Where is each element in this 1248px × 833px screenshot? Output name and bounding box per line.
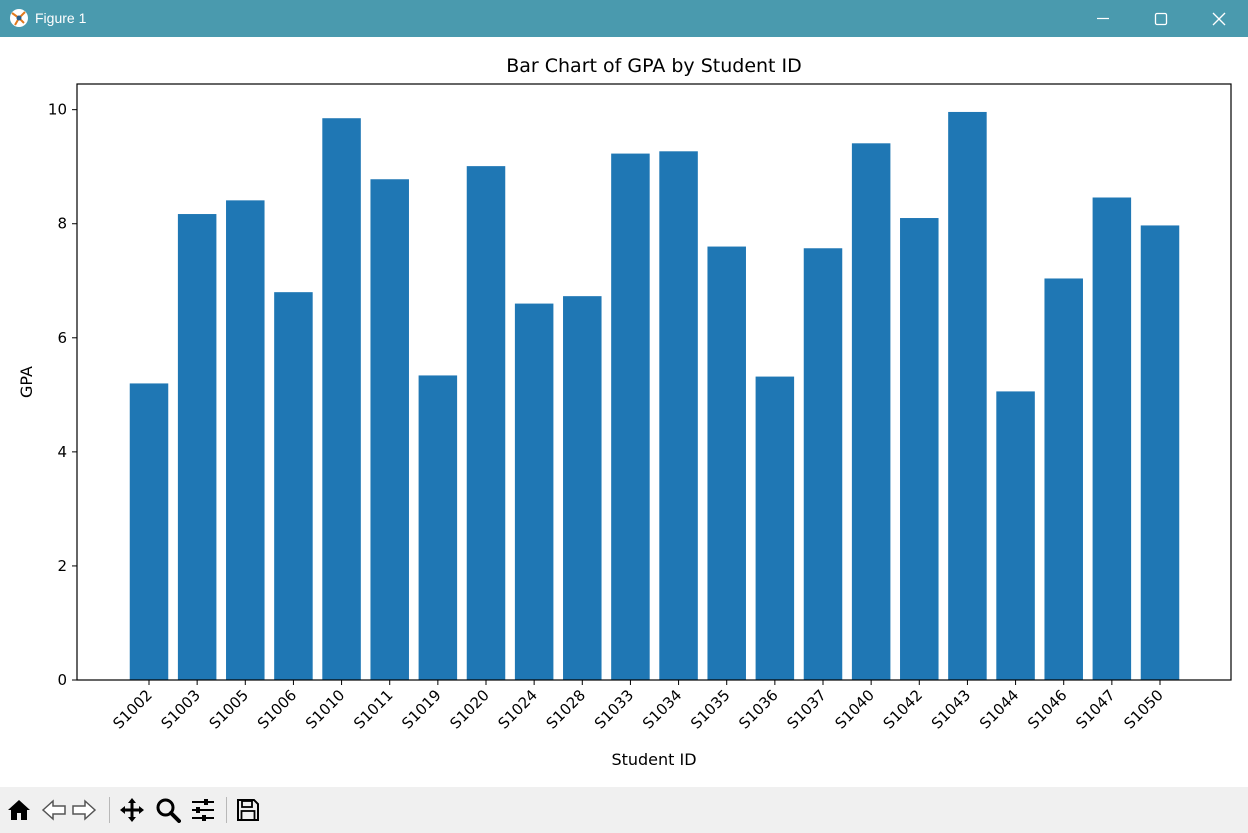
x-tick-label: S1002 xyxy=(109,686,155,732)
bar-S1047 xyxy=(1092,197,1132,680)
bar-S1040 xyxy=(851,143,891,680)
back-arrow-icon xyxy=(41,799,66,821)
x-tick-label: S1044 xyxy=(976,686,1022,732)
toolbar-separator xyxy=(109,797,110,823)
x-tick-label: S1047 xyxy=(1072,686,1118,732)
bar-S1043 xyxy=(948,111,987,680)
navigation-toolbar xyxy=(0,787,1248,833)
x-axis-label: Student ID xyxy=(611,750,696,769)
x-tick-label: S1042 xyxy=(880,686,926,732)
zoom-button[interactable] xyxy=(152,795,184,825)
forward-button[interactable] xyxy=(68,795,100,825)
home-button[interactable] xyxy=(3,795,35,825)
bar-S1002 xyxy=(129,383,169,680)
forward-arrow-icon xyxy=(72,799,97,821)
close-icon xyxy=(1212,12,1226,26)
plot-frame xyxy=(76,83,1232,681)
y-tick-label: 2 xyxy=(57,557,67,575)
x-tick-label: S1035 xyxy=(687,686,733,732)
x-tick-label: S1006 xyxy=(254,686,300,732)
x-axis: S1002 S1003 S1005 S1006 S1010 S1011 S1019 S1020… xyxy=(109,680,1167,733)
bar-S1046 xyxy=(1044,278,1083,680)
bar-S1042 xyxy=(900,218,939,680)
maximize-button[interactable] xyxy=(1132,0,1190,37)
x-tick-label: S1005 xyxy=(206,686,252,732)
x-tick-label: S1019 xyxy=(398,686,444,732)
figure-canvas: Bar Chart of GPA by Student ID 0 2 4 6 8 10 S… xyxy=(0,37,1248,787)
y-tick-label: 6 xyxy=(57,329,67,347)
bar-S1044 xyxy=(996,391,1035,680)
zoom-icon xyxy=(156,798,181,823)
bar-S1037 xyxy=(803,248,843,680)
x-tick-label: S1003 xyxy=(158,686,204,732)
bars-group xyxy=(129,111,1180,681)
y-tick-label: 8 xyxy=(57,215,67,233)
y-axis: 0 2 4 6 8 10 xyxy=(48,101,77,689)
x-tick-label: S1050 xyxy=(1120,686,1166,732)
bar-S1024 xyxy=(514,303,554,680)
pan-button[interactable] xyxy=(116,795,148,825)
configure-subplots-button[interactable] xyxy=(187,795,219,825)
bar-S1010 xyxy=(322,118,361,681)
maximize-icon xyxy=(1154,12,1168,26)
bar-S1050 xyxy=(1140,225,1180,680)
window-title: Figure 1 xyxy=(35,10,87,26)
x-tick-label: S1020 xyxy=(446,686,492,732)
bar-S1019 xyxy=(418,375,458,680)
x-tick-label: S1040 xyxy=(832,686,878,732)
x-tick-label: S1037 xyxy=(783,686,829,732)
x-tick-label: S1043 xyxy=(928,686,974,732)
y-tick-label: 0 xyxy=(57,671,67,689)
y-axis-label: GPA xyxy=(17,366,36,398)
bar-S1005 xyxy=(226,200,265,680)
close-button[interactable] xyxy=(1190,0,1248,37)
pan-icon xyxy=(120,798,144,822)
save-icon xyxy=(237,799,259,821)
y-tick-label: 10 xyxy=(48,101,67,119)
x-tick-label: S1028 xyxy=(543,686,589,732)
x-tick-label: S1024 xyxy=(495,686,541,732)
bar-S1033 xyxy=(611,153,650,680)
window-titlebar: Figure 1 xyxy=(0,0,1248,37)
chart-title: Bar Chart of GPA by Student ID xyxy=(506,55,802,77)
toolbar-separator xyxy=(226,797,227,823)
app-icon xyxy=(10,9,28,27)
x-tick-label: S1033 xyxy=(591,686,637,732)
x-tick-label: S1036 xyxy=(735,686,781,732)
bar-S1020 xyxy=(466,166,506,680)
home-icon xyxy=(8,800,30,820)
bar-S1034 xyxy=(659,151,698,681)
minimize-button[interactable] xyxy=(1074,0,1132,37)
back-button[interactable] xyxy=(38,795,70,825)
x-tick-label: S1010 xyxy=(302,686,348,732)
minimize-icon xyxy=(1097,17,1109,20)
configure-subplots-icon xyxy=(192,799,214,821)
bar-S1006 xyxy=(274,292,313,680)
bar-S1028 xyxy=(563,296,602,680)
x-tick-label: S1011 xyxy=(350,686,396,732)
x-tick-label: S1046 xyxy=(1024,686,1070,732)
bar-S1011 xyxy=(370,179,409,680)
bar-S1035 xyxy=(707,246,746,681)
bar-S1003 xyxy=(177,214,217,681)
x-tick-label: S1034 xyxy=(639,686,685,732)
bar-chart: Bar Chart of GPA by Student ID 0 2 4 6 8 10 S… xyxy=(17,55,1232,769)
y-tick-label: 4 xyxy=(57,443,67,461)
save-button[interactable] xyxy=(232,795,264,825)
bar-S1036 xyxy=(755,376,795,680)
